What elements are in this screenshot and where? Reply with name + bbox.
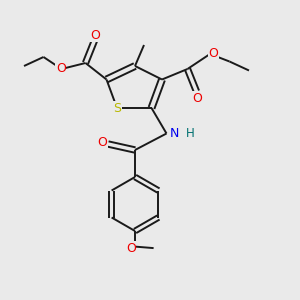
Text: S: S: [113, 101, 121, 115]
Text: O: O: [98, 136, 107, 149]
Text: N: N: [169, 127, 179, 140]
Text: O: O: [90, 28, 100, 42]
Text: O: O: [209, 47, 218, 60]
Text: H: H: [186, 127, 195, 140]
Text: O: O: [126, 242, 136, 255]
Text: O: O: [56, 62, 66, 75]
Text: O: O: [193, 92, 202, 105]
